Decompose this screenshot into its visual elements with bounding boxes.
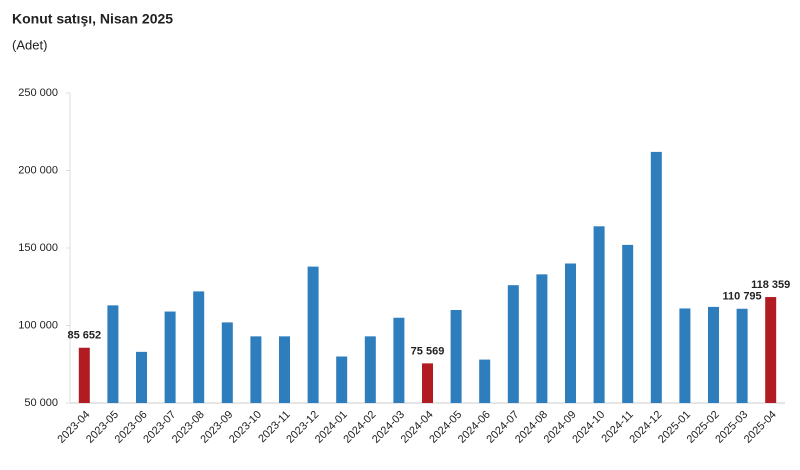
value-label: 75 569	[411, 345, 445, 357]
bar	[279, 336, 290, 403]
bar	[536, 274, 548, 403]
bar	[450, 310, 462, 403]
bar	[593, 226, 605, 403]
bar	[622, 244, 634, 403]
y-tick-label: 250 000	[18, 87, 58, 99]
bar	[422, 363, 433, 403]
value-label: 85 652	[67, 330, 101, 342]
bar	[193, 291, 205, 403]
bar	[507, 285, 519, 403]
y-tick-label: 50 000	[24, 397, 58, 409]
y-tick-label: 200 000	[18, 164, 58, 176]
bar	[136, 351, 147, 403]
bar	[250, 336, 262, 403]
chart-subtitle: (Adet)	[12, 37, 47, 52]
bar	[679, 308, 691, 403]
bar	[393, 317, 405, 403]
bar	[336, 356, 348, 403]
bar	[307, 266, 319, 403]
bar	[708, 306, 719, 403]
bar	[78, 347, 90, 403]
y-tick-label: 150 000	[18, 242, 58, 254]
value-label: 110 795	[723, 291, 762, 303]
bar	[221, 322, 233, 403]
chart-title: Konut satışı, Nisan 2025	[12, 11, 173, 27]
value-label: 118 359	[751, 279, 790, 291]
y-tick-label: 100 000	[18, 319, 58, 331]
bar	[107, 305, 119, 403]
x-tick-label: 2025-04	[742, 409, 779, 446]
bar	[565, 263, 576, 403]
bar	[479, 359, 491, 403]
bar	[650, 151, 662, 403]
bar	[736, 308, 748, 403]
bar	[765, 297, 777, 403]
bar	[164, 311, 176, 403]
bar	[364, 336, 376, 403]
